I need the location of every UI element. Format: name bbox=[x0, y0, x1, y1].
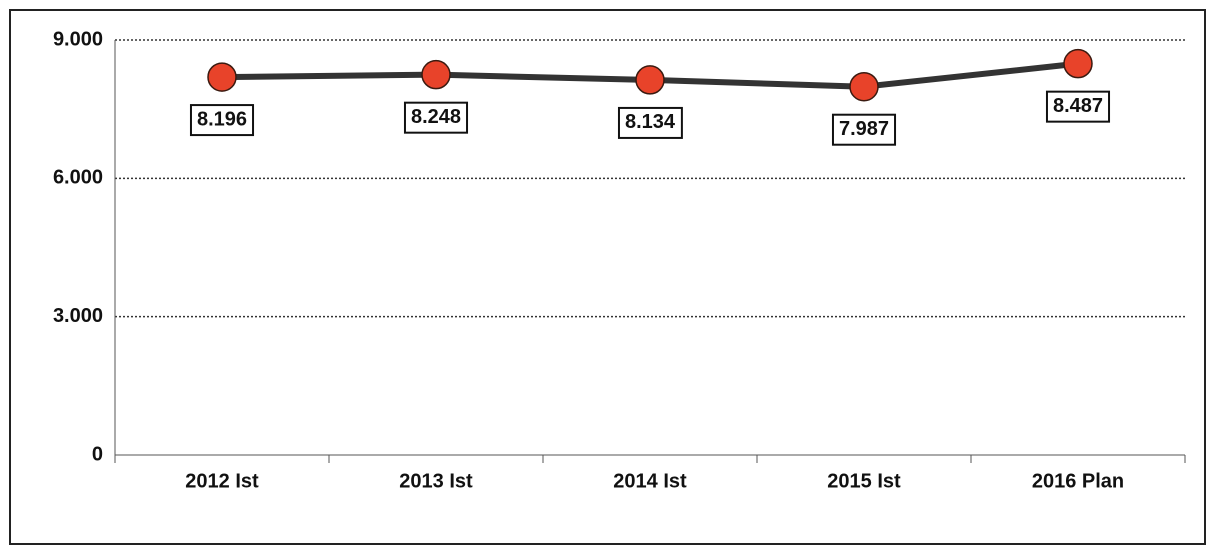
marker bbox=[849, 71, 879, 102]
chart-frame bbox=[9, 9, 1206, 545]
value-label: 8.487 bbox=[1053, 95, 1103, 117]
y-tick-label: 6.000 bbox=[53, 167, 103, 189]
x-tick-label: 2013 Ist bbox=[399, 470, 473, 492]
marker bbox=[207, 62, 237, 92]
y-tick-label: 9.000 bbox=[53, 28, 103, 50]
x-tick-label: 2014 Ist bbox=[613, 470, 687, 492]
marker bbox=[635, 65, 665, 95]
y-tick-label: 3.000 bbox=[53, 305, 103, 327]
value-label: 7.987 bbox=[839, 118, 889, 140]
x-tick-label: 2016 Plan bbox=[1032, 470, 1124, 492]
x-tick-label: 2012 Ist bbox=[185, 470, 259, 492]
value-label-box bbox=[1045, 90, 1111, 123]
value-label-box bbox=[403, 101, 469, 134]
y-tick-label: 0 bbox=[92, 443, 103, 465]
value-label-box bbox=[617, 106, 683, 139]
x-tick-label: 2015 Ist bbox=[827, 470, 901, 492]
value-label: 8.248 bbox=[411, 106, 461, 128]
value-label-box bbox=[189, 104, 255, 137]
marker bbox=[421, 59, 451, 90]
value-label: 8.134 bbox=[625, 111, 676, 133]
marker bbox=[1063, 48, 1093, 79]
value-label: 8.196 bbox=[197, 108, 247, 130]
value-label-box bbox=[831, 113, 897, 146]
